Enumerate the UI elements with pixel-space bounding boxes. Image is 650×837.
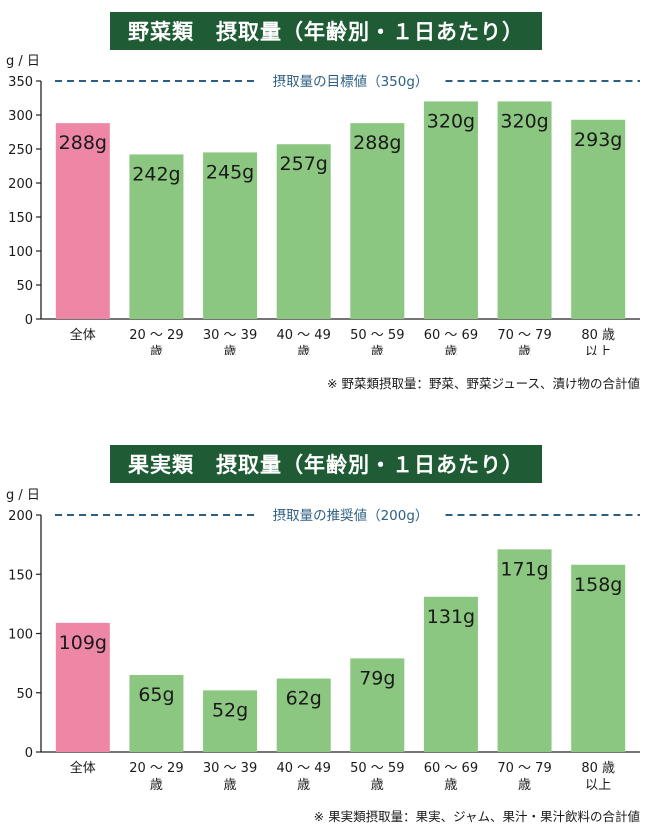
chart2-category-label: 歳 [150,778,163,790]
chart2-bar-value-label: 131g [427,606,475,628]
chart2-category-label: 20 〜 29 [129,761,183,776]
chart1-category-label: 歳 [444,345,457,355]
chart2-bar-value-label: 65g [138,684,174,706]
chart2-bar [423,596,478,752]
chart2-ytick-label: 200 [8,509,33,524]
chart1-ytick-label: 300 [8,109,33,124]
chart1-ytick-label: 350 [8,75,33,90]
chart2-ytick-label: 0 [25,746,33,761]
chart2-category-label: 50 〜 59 [350,761,404,776]
chart2-title: 果実類 摂取量（年齢別・１日あたり） [110,445,542,483]
chart2-category-label: 歳 [518,778,531,790]
chart2-category-label: 全体 [70,760,96,776]
chart1-category-label: 60 〜 69 [424,328,478,343]
chart1-title: 野菜類 摂取量（年齢別・１日あたり） [110,12,542,50]
chart1-category-label: 全体 [70,327,96,343]
chart1-ytick-label: 50 [16,279,33,294]
chart1-ytick-label: 200 [8,177,33,192]
chart1-bar [350,123,405,319]
chart1-category-label: 50 〜 59 [350,328,404,343]
vegetable-intake-chart: 0 50 100 150 200 250 300 350 摂取量の目標値（350g） 288g 全体… [8,74,640,355]
chart2-bar-value-label: 109g [59,632,107,654]
chart2-bar-value-label: 79g [359,667,395,689]
chart1-bar [203,152,258,319]
chart1-bar [276,144,331,319]
chart1-category-label: 40 〜 49 [277,328,331,343]
chart1-bar [55,123,110,319]
chart2-bar-value-label: 52g [212,699,248,721]
chart2-category-label: 歳 [371,778,384,790]
chart2-category-label: 歳 [297,778,310,790]
chart1-category-label: 歳 [224,345,237,355]
chart1-category-label: 20 〜 29 [129,328,183,343]
chart2-bar [129,674,184,752]
chart1-bar [497,101,552,320]
chart2-ytick-label: 100 [8,628,33,643]
chart2-bar [276,678,331,752]
chart1-category-label: 歳 [297,345,310,355]
chart1-category-label: 80 歳 [581,328,615,343]
chart2-category-label: 以上 [585,778,611,790]
chart1-bar-value-label: 293g [574,129,622,151]
chart2-note: ※ 果実類摂取量：果実、ジャム、果汁・果汁飲料の合計値 [313,809,640,824]
chart1-target-label: 摂取量の目標値（350g） [273,74,429,90]
chart2-target-label: 摂取量の推奨値（200g） [273,508,429,524]
chart2-bar [571,564,626,752]
chart1-note: ※ 野菜類摂取量：野菜、野菜ジュース、漬け物の合計値 [327,376,640,391]
chart2-bar [497,549,552,752]
chart2-ytick-label: 50 [16,687,33,702]
chart2-bar [203,690,258,752]
chart2-category-label: 歳 [224,778,237,790]
chart2-category-label: 60 〜 69 [424,761,478,776]
chart1-category-label: 30 〜 39 [203,328,257,343]
chart2-bar [55,622,110,752]
chart2-category-label: 歳 [444,778,457,790]
chart1-category-label: 70 〜 79 [497,328,551,343]
chart2-category-label: 70 〜 79 [497,761,551,776]
chart1-bar [571,119,626,319]
chart1-bar-value-label: 320g [500,110,548,132]
chart1-ytick-label: 250 [8,143,33,158]
chart1-bar [129,154,184,319]
chart2-bar-value-label: 158g [574,574,622,596]
chart2-category-label: 80 歳 [581,761,615,776]
chart2-bar [350,658,405,752]
chart1-bar-value-label: 257g [280,153,328,175]
fruit-intake-chart: 0 50 100 150 200 摂取量の推奨値（200g） 109g 全体 65g 20 〜 2… [8,508,640,790]
chart2-unit-label: g / 日 [6,488,40,503]
chart1-ytick-label: 0 [25,313,33,328]
chart2-category-label: 30 〜 39 [203,761,257,776]
chart1-bar-value-label: 320g [427,110,475,132]
chart1-bar-value-label: 288g [353,132,401,154]
chart1-bar-value-label: 245g [206,161,254,183]
chart1-ytick-label: 150 [8,211,33,226]
chart1-category-label: 歳 [150,345,163,355]
chart2-ytick-label: 150 [8,568,33,583]
chart1-ytick-label: 100 [8,245,33,260]
chart1-bar [423,101,478,320]
chart1-bar-value-label: 242g [132,163,180,185]
chart2-bar-value-label: 171g [500,558,548,580]
chart1-category-label: 歳 [371,345,384,355]
chart2-bar-value-label: 62g [286,688,322,710]
chart1-category-label: 歳 [518,345,531,355]
chart1-category-label: 以上 [585,345,611,355]
chart2-category-label: 40 〜 49 [277,761,331,776]
chart1-unit-label: g / 日 [6,54,40,69]
chart1-bar-value-label: 288g [59,132,107,154]
